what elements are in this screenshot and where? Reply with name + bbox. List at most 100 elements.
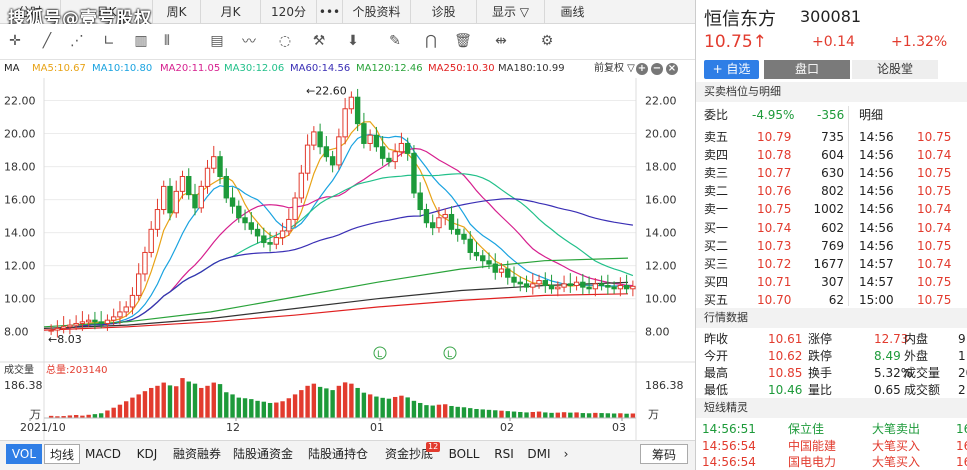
tab-item[interactable]: 分时 <box>17 5 42 19</box>
quote-cell: 10.46 <box>768 383 803 397</box>
arrow-down-icon[interactable]: ⬇ <box>347 33 359 49</box>
candle-body <box>311 131 317 146</box>
candle-body <box>123 306 129 313</box>
y-tick-left: 14.00 <box>4 227 36 240</box>
vol-unit: 万 <box>30 408 41 421</box>
order-label: 买四 <box>704 274 729 289</box>
candle-body <box>229 197 236 207</box>
candle-body <box>317 131 323 148</box>
indicator-tab[interactable]: 均线 <box>44 444 80 464</box>
candle-body <box>630 285 636 290</box>
zoom-out-icon[interactable]: − <box>651 63 663 75</box>
candle-body <box>223 175 229 199</box>
split-icon[interactable]: ⇹ <box>495 33 507 49</box>
trade-time: 14:56 <box>859 184 894 199</box>
tab-item[interactable]: 周K <box>152 0 200 24</box>
volume-bar <box>236 397 241 418</box>
bar-icon[interactable]: ▥ <box>134 33 148 49</box>
tab-item[interactable]: ••• <box>316 0 342 24</box>
candle-body <box>523 283 530 288</box>
volume-bar <box>499 410 504 418</box>
ma120-value: MA120:12.46 <box>356 63 423 74</box>
quote-row: 今开 10.62 跌停 8.49 外盘 1 <box>696 347 967 365</box>
tab-item[interactable]: 120分 <box>260 0 316 24</box>
indicator-tab[interactable]: 融资融券 <box>172 447 221 461</box>
crosshair-icon[interactable]: ✛ <box>9 33 21 49</box>
candle-body <box>142 251 148 275</box>
volume-bar <box>611 413 617 418</box>
wave-icon[interactable]: 〰 <box>242 34 256 50</box>
candle-body <box>367 134 373 144</box>
vol-y-tick: 186.38 <box>645 379 684 392</box>
indicator-tab[interactable]: BOLL <box>448 447 480 461</box>
indicator-tab[interactable]: 陆股通资金 <box>232 447 293 461</box>
settings-icon[interactable]: ⚙ <box>540 33 554 49</box>
indicator-tab[interactable]: › <box>563 447 569 461</box>
quote-cell: 9 <box>958 332 966 346</box>
volume-bar <box>105 410 110 418</box>
ruler-icon[interactable]: ∟ <box>103 33 115 49</box>
candle-body <box>511 276 517 283</box>
tab-orderbook[interactable]: 盘口 <box>764 60 850 79</box>
quote-cell: 12.73 <box>874 332 909 346</box>
close-icon[interactable]: × <box>666 63 678 75</box>
add-watchlist-button[interactable]: + 自选 <box>704 60 759 79</box>
quote-cell: 今开 <box>704 349 729 363</box>
adjust-select[interactable]: 前复权 ▽ <box>594 63 635 74</box>
quote-cell: 涨停 <box>808 332 833 346</box>
indicator-tab[interactable]: DMI <box>527 447 551 461</box>
candle-body <box>542 280 548 286</box>
cycle-icon[interactable]: ◌ <box>278 33 292 49</box>
candle-body <box>336 136 342 166</box>
tab-item[interactable]: 显示 ▽ <box>476 0 544 24</box>
tab-item[interactable]: 画线 <box>544 0 600 24</box>
indicator-tab[interactable]: KDJ <box>136 447 158 461</box>
tab-item[interactable]: 诊股 <box>410 0 476 24</box>
elf-cell: 国电电力 <box>788 455 837 469</box>
candle-body <box>486 260 492 265</box>
magnet-icon[interactable]: ⋂ <box>425 33 437 49</box>
indicator-tab[interactable]: VOL <box>6 444 42 464</box>
trade-price: 10.75 <box>917 166 952 181</box>
volume-bar <box>405 397 410 418</box>
tab-item[interactable]: 月K <box>200 0 260 24</box>
candle-body <box>98 321 104 324</box>
indicator-tab[interactable]: 陆股通持仓 <box>307 447 368 461</box>
candle-body <box>392 151 398 163</box>
tab-item[interactable]: 个股资料 <box>342 0 410 24</box>
x-tick-label: 01 <box>370 421 384 434</box>
candle-body <box>348 96 355 110</box>
pen-icon[interactable]: ✎ <box>389 33 401 49</box>
order-label: 买二 <box>704 238 729 253</box>
text-icon[interactable]: ▤ <box>210 33 224 49</box>
indicator-tab[interactable]: 资金抄底 <box>384 447 433 461</box>
columns-icon[interactable]: ⦀ <box>163 33 171 49</box>
trash-icon[interactable]: 🗑 <box>454 33 472 49</box>
tab-forum[interactable]: 论股堂 <box>852 60 938 79</box>
kline-chart[interactable]: 22.00 22.00 20.00 20.00 18.00 18.00 16.00 16.00… <box>0 78 695 440</box>
elf-cell: 14:56:54 <box>702 438 756 453</box>
candle-body <box>473 251 480 257</box>
line-draw-icon[interactable]: ╱ <box>42 33 52 49</box>
order-label: 卖四 <box>704 148 729 163</box>
volume-bar <box>630 413 636 418</box>
indicator-tab[interactable]: MACD <box>85 447 121 461</box>
volume-bar <box>86 414 91 418</box>
tab-item[interactable]: 日K <box>60 0 152 24</box>
quote-cell: 昨收 <box>704 332 729 346</box>
tool-icon[interactable]: ⚒ <box>312 33 326 49</box>
volume-bar <box>224 392 229 418</box>
indicator-tab[interactable]: 筹码 <box>640 444 688 464</box>
volume-bar <box>167 385 173 418</box>
volume-bar <box>242 398 248 418</box>
candle-body <box>354 96 361 125</box>
orderbook-row: 卖五 10.79 735 <box>696 128 967 146</box>
trade-time: 14:56 <box>859 238 894 253</box>
y-tick-right: 20.00 <box>645 128 677 141</box>
order-price: 10.71 <box>757 274 792 289</box>
indicator-tab[interactable]: RSI <box>494 447 514 461</box>
fan-icon[interactable]: ⋰ <box>70 33 84 49</box>
quote-row: 昨收 10.61 涨停 12.73 内盘 9 <box>696 330 967 348</box>
zoom-in-icon[interactable]: + <box>636 63 648 75</box>
candle-body <box>298 172 305 199</box>
